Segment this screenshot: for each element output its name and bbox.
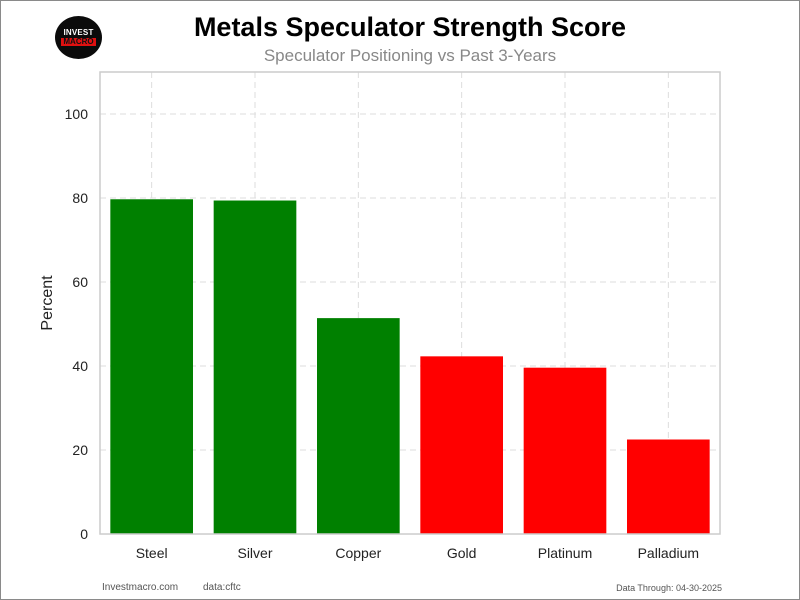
y-tick-label: 60: [72, 274, 88, 290]
bar-steel: [110, 199, 193, 534]
x-tick-label: Copper: [335, 545, 381, 561]
logo-text-top: INVEST: [63, 28, 94, 37]
y-tick-label: 0: [80, 526, 88, 542]
x-tick-label: Silver: [237, 545, 272, 561]
logo-text-bottom: MACRO: [61, 37, 96, 46]
x-tick-label: Palladium: [638, 545, 699, 561]
y-tick-label: 100: [65, 106, 89, 122]
y-axis-label: Percent: [39, 275, 56, 331]
chart-title: Metals Speculator Strength Score: [193, 12, 627, 42]
y-tick-label: 40: [72, 358, 88, 374]
bar-copper: [317, 318, 400, 534]
y-tick-label: 80: [72, 190, 88, 206]
footer-source: Investmacro.com: [102, 582, 179, 593]
chart-subtitle: Speculator Positioning vs Past 3-Years: [263, 46, 557, 65]
investmacro-logo: INVEST MACRO: [55, 16, 102, 59]
footer-data-source: data:cftc: [203, 582, 241, 593]
plot-border: [99, 71, 721, 535]
x-tick-label: Gold: [447, 545, 477, 561]
x-tick-label: Steel: [136, 545, 168, 561]
bar-silver: [213, 200, 297, 534]
footer-data-through: Data Through: 04-30-2025: [616, 583, 722, 593]
bar-palladium: [627, 439, 710, 534]
x-tick-label: Platinum: [538, 545, 592, 561]
bar-platinum: [523, 367, 607, 534]
bar-gold: [420, 356, 503, 534]
y-tick-label: 20: [72, 442, 88, 458]
